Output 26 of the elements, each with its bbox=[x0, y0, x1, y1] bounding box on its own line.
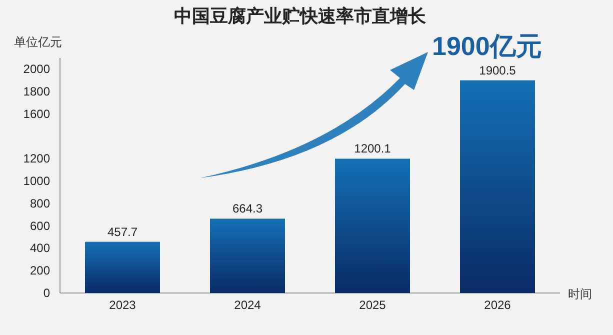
y-tick-label: 200 bbox=[30, 264, 50, 278]
x-tick-label: 2024 bbox=[234, 298, 262, 312]
y-tick-label: 800 bbox=[30, 196, 50, 210]
bar bbox=[460, 80, 535, 293]
y-tick-label: 1200 bbox=[23, 152, 50, 166]
data-label: 1900.5 bbox=[479, 63, 516, 78]
data-label: 1200.1 bbox=[354, 142, 392, 156]
y-tick-label: 1800 bbox=[23, 84, 50, 99]
y-tick-label: 2000 bbox=[23, 62, 50, 76]
annotation: 1900亿元 bbox=[432, 31, 542, 61]
x-axis-title: 时间 bbox=[568, 287, 592, 301]
x-tick-label: 2023 bbox=[109, 298, 136, 312]
y-tick-label: 0 bbox=[43, 286, 50, 300]
bar bbox=[210, 218, 285, 293]
chart-title: 中国豆腐产业贮快速率市直增长 bbox=[174, 6, 427, 26]
bar bbox=[85, 242, 160, 293]
y-tick-label: 400 bbox=[30, 241, 50, 256]
y-tick-label: 600 bbox=[30, 218, 50, 233]
data-label: 664.3 bbox=[232, 202, 263, 216]
y-axis-title: 单位亿元 bbox=[14, 35, 62, 49]
x-tick-label: 2025 bbox=[359, 298, 386, 312]
data-label: 457.7 bbox=[107, 224, 138, 239]
y-tick-label: 1600 bbox=[23, 106, 50, 121]
bar bbox=[335, 158, 410, 293]
y-tick-label: 1000 bbox=[23, 174, 50, 188]
x-tick-label: 2026 bbox=[484, 298, 512, 312]
